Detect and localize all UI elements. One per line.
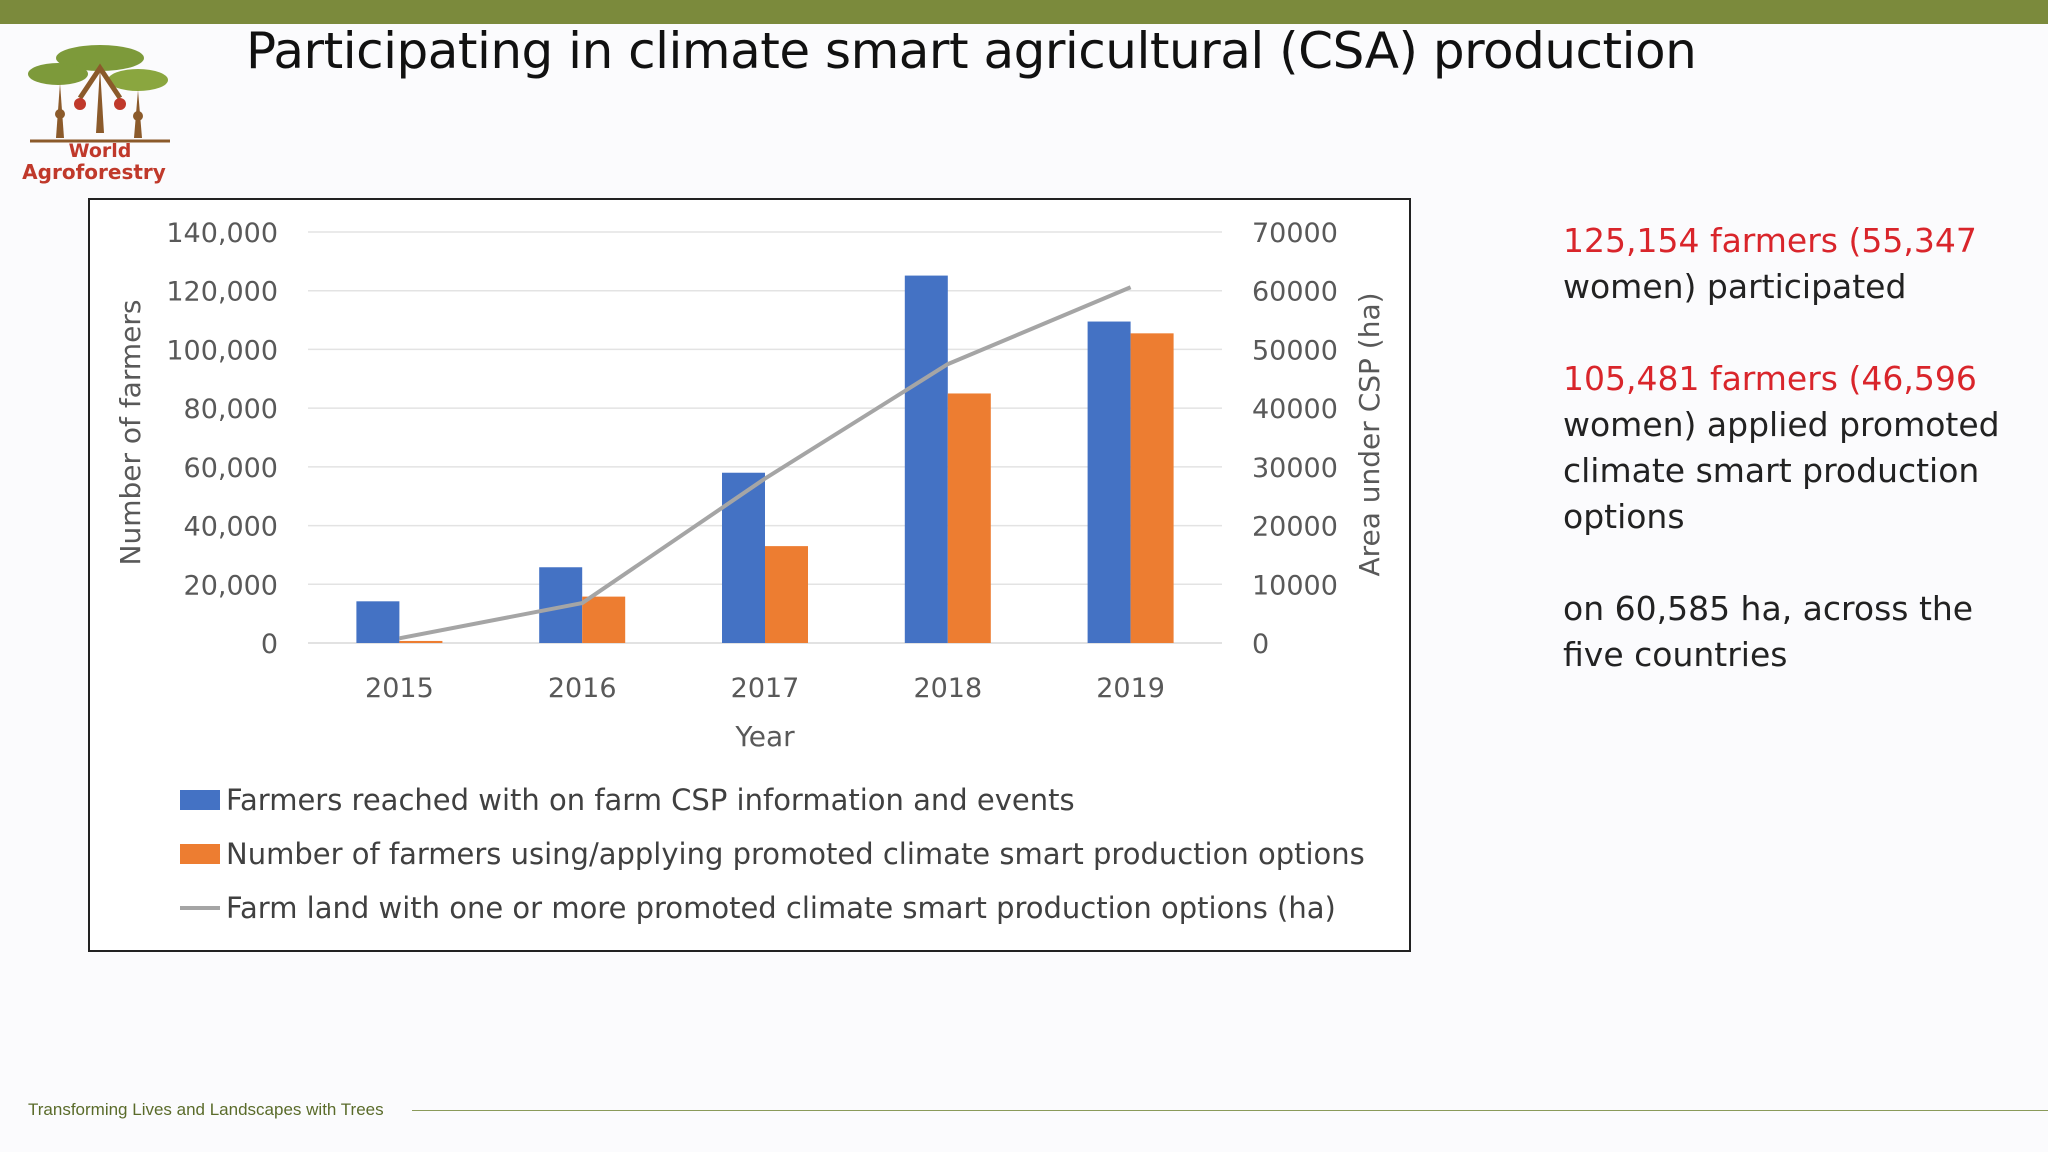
y2-tick-label: 0	[1252, 629, 1269, 660]
y-tick-label: 100,000	[166, 335, 278, 366]
x-tick-label: 2015	[365, 673, 434, 704]
legend-label: Farm land with one or more promoted clim…	[226, 891, 1336, 925]
footer-divider	[412, 1110, 2048, 1111]
y2-tick-label: 60000	[1252, 277, 1338, 308]
y2-tick-label: 30000	[1252, 453, 1338, 484]
x-axis-title: Year	[734, 720, 795, 753]
x-tick-label: 2019	[1096, 673, 1165, 704]
y-tick-label: 20,000	[184, 570, 278, 601]
y2-tick-label: 50000	[1252, 335, 1338, 366]
logo-text-line1: World	[69, 140, 132, 162]
legend-label: Number of farmers using/applying promote…	[226, 837, 1365, 871]
x-tick-label: 2018	[913, 673, 982, 704]
legend-swatch-farmers-reached	[180, 790, 220, 810]
footer-tagline: Transforming Lives and Landscapes with T…	[28, 1100, 384, 1119]
summary-note-participated: 125,154 farmers (55,347 women) participa…	[1563, 218, 2033, 310]
bar-farmers-reached-2017	[722, 472, 765, 643]
note-applied-text: women) applied promoted climate smart pr…	[1563, 405, 2000, 536]
y-tick-label: 60,000	[184, 453, 278, 484]
y-tick-label: 80,000	[184, 394, 278, 425]
summary-notes: 125,154 farmers (55,347 women) participa…	[1563, 218, 2033, 724]
note-area-text: on 60,585 ha, across the five countries	[1563, 589, 1974, 674]
note-participated-highlight: 125,154 farmers (55,347	[1563, 221, 1977, 260]
world-agroforestry-logo: World Agroforestry	[20, 38, 180, 188]
bar-farmers-reached-2015	[356, 601, 400, 643]
y-axis-title: Number of farmers	[114, 300, 147, 566]
logo-text-line2: Agroforestry	[22, 160, 166, 184]
bar-farmers-applying-2017	[765, 546, 808, 643]
bar-farmers-applying-2015	[399, 640, 443, 643]
bar-farmers-reached-2018	[904, 275, 948, 643]
y-tick-label: 120,000	[166, 277, 278, 308]
summary-note-area: on 60,585 ha, across the five countries	[1563, 586, 2033, 678]
legend-label: Farmers reached with on farm CSP informa…	[226, 783, 1075, 817]
legend-swatch-farmers-applying	[180, 844, 220, 864]
note-participated-text: women) participated	[1563, 267, 1907, 306]
bar-farmers-applying-2018	[947, 393, 991, 643]
note-applied-highlight: 105,481 farmers (46,596	[1563, 359, 1977, 398]
y-tick-label: 140,000	[166, 218, 278, 249]
y-tick-label: 0	[261, 629, 278, 660]
top-accent-bar	[0, 0, 2048, 24]
chart-frame: 0 20,000 40,000 60,000 80,000 100,000 120,000 1…	[88, 198, 1411, 952]
legend: Farmers reached with on farm CSP informa…	[180, 783, 1365, 925]
bar-farmers-applying-2016	[582, 596, 626, 643]
axis-ticks: 0 20,000 40,000 60,000 80,000 100,000 120,000 1…	[166, 218, 1338, 704]
bar-farmers-reached-2019	[1087, 321, 1131, 643]
x-tick-label: 2017	[731, 673, 800, 704]
line-series	[399, 285, 1132, 641]
y2-tick-label: 20000	[1252, 512, 1338, 543]
summary-note-applied: 105,481 farmers (46,596 women) applied p…	[1563, 356, 2033, 540]
y2-axis-title: Area under CSP (ha)	[1353, 292, 1386, 576]
y2-tick-label: 40000	[1252, 394, 1338, 425]
x-tick-label: 2016	[548, 673, 617, 704]
y2-tick-label: 70000	[1252, 218, 1338, 249]
y2-tick-label: 10000	[1252, 570, 1338, 601]
combo-chart: 0 20,000 40,000 60,000 80,000 100,000 120,000 1…	[114, 218, 1386, 925]
y-tick-label: 40,000	[184, 512, 278, 543]
page-title: Participating in climate smart agricultu…	[246, 22, 1697, 80]
bars	[356, 275, 1174, 643]
bar-farmers-applying-2019	[1130, 333, 1174, 643]
